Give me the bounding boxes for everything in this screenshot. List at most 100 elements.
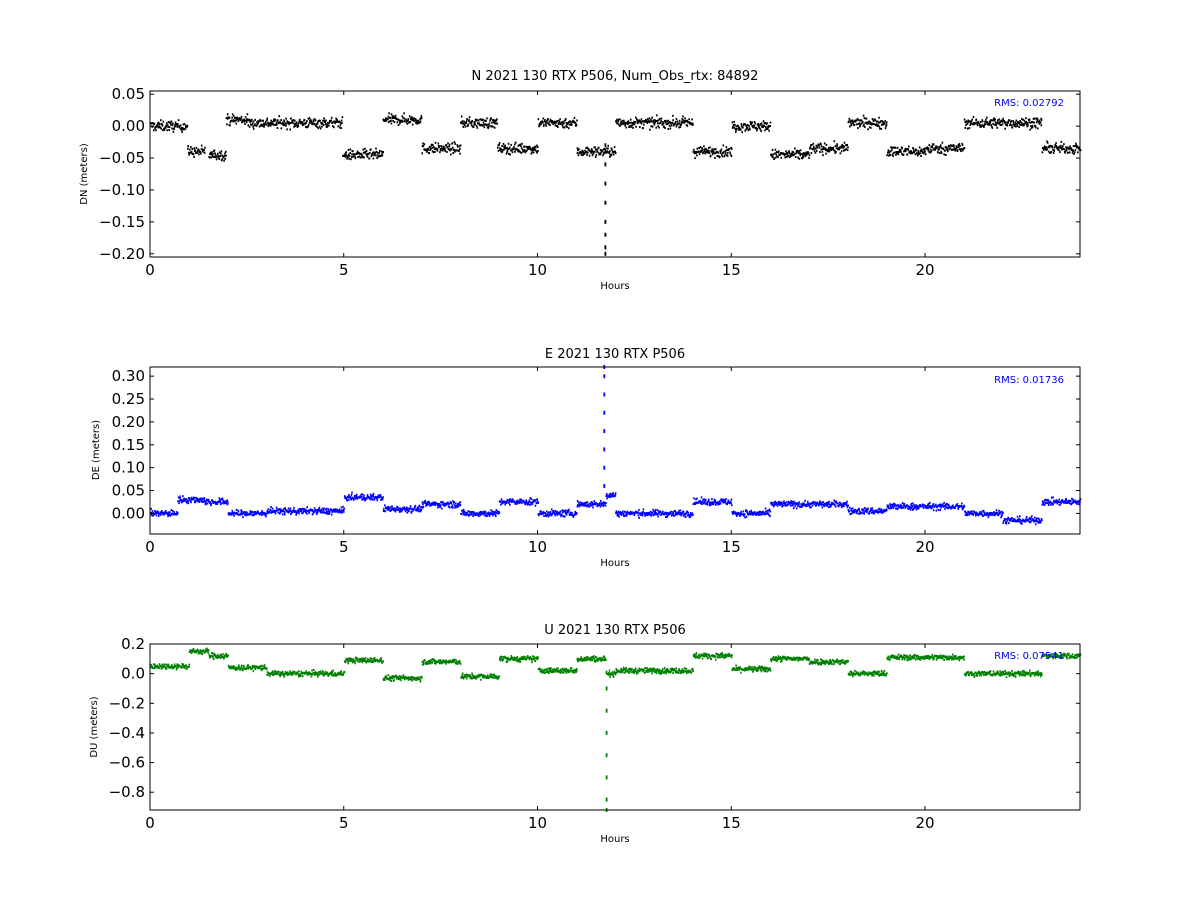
data-point	[292, 122, 294, 124]
data-point	[280, 122, 282, 124]
data-point	[209, 156, 211, 158]
data-point	[248, 119, 250, 121]
data-point	[253, 670, 255, 672]
data-point	[870, 127, 872, 129]
data-point	[425, 500, 427, 502]
data-point	[933, 144, 935, 146]
data-point	[739, 514, 741, 516]
data-point	[565, 118, 567, 120]
data-point	[647, 118, 649, 120]
data-point	[416, 123, 418, 125]
data-point	[581, 154, 583, 156]
data-point	[395, 511, 397, 513]
data-point	[933, 509, 935, 511]
data-point	[863, 115, 865, 117]
y-tick-label: 0.30	[112, 367, 145, 385]
data-point	[564, 127, 566, 129]
data-point	[849, 125, 851, 127]
data-point	[187, 148, 189, 150]
data-point	[1016, 120, 1018, 122]
data-point	[961, 503, 963, 505]
data-point	[566, 514, 568, 516]
data-point	[497, 147, 499, 149]
data-point	[957, 508, 959, 510]
data-point	[754, 123, 756, 125]
data-point	[181, 129, 183, 131]
data-point	[687, 125, 689, 127]
data-point	[220, 153, 222, 155]
data-point	[576, 124, 578, 126]
data-point	[265, 516, 267, 518]
data-point	[257, 122, 259, 124]
data-point	[766, 122, 768, 124]
data-point	[696, 154, 698, 156]
data-point	[313, 120, 315, 122]
data-point	[207, 503, 209, 505]
data-point	[319, 126, 321, 128]
data-point	[854, 124, 856, 126]
data-point	[187, 125, 189, 127]
data-point	[647, 122, 649, 124]
data-point	[713, 150, 715, 152]
data-point	[605, 143, 607, 147]
data-point	[996, 509, 998, 511]
data-point	[464, 124, 466, 126]
data-point	[667, 514, 669, 516]
data-point	[365, 153, 367, 155]
data-point	[498, 144, 500, 146]
data-point	[679, 120, 681, 122]
data-point	[227, 499, 229, 501]
data-point	[866, 118, 868, 120]
data-point	[683, 515, 685, 517]
data-point	[846, 501, 848, 503]
data-point	[298, 670, 300, 672]
data-point	[847, 505, 849, 507]
data-point	[696, 152, 698, 154]
data-point	[245, 116, 247, 118]
data-point	[811, 152, 813, 154]
data-point	[819, 147, 821, 149]
data-point	[287, 671, 289, 673]
data-point	[1075, 143, 1077, 145]
data-point	[629, 122, 631, 124]
data-point	[1028, 519, 1030, 521]
data-point	[520, 499, 522, 501]
data-point	[585, 505, 587, 507]
data-point	[822, 151, 824, 153]
data-point	[761, 122, 763, 124]
data-point	[731, 499, 733, 501]
data-point	[892, 155, 894, 157]
data-point	[685, 516, 687, 518]
data-point	[549, 124, 551, 126]
data-point	[897, 508, 899, 510]
data-point	[578, 154, 580, 156]
data-point	[213, 658, 215, 660]
data-point	[225, 151, 227, 153]
data-point	[447, 142, 449, 144]
data-point	[383, 508, 385, 510]
data-point	[221, 502, 223, 504]
data-point	[1030, 125, 1032, 127]
data-point	[350, 158, 352, 160]
data-point	[327, 513, 329, 515]
data-point	[680, 510, 682, 512]
data-point	[815, 152, 817, 154]
data-point	[618, 516, 620, 518]
data-point	[998, 510, 1000, 512]
data-point	[811, 144, 813, 146]
data-point	[751, 122, 753, 124]
data-point	[275, 119, 277, 121]
data-point	[382, 496, 384, 498]
data-point	[302, 121, 304, 123]
data-point	[1040, 122, 1042, 124]
data-point	[1064, 148, 1066, 150]
data-point	[208, 499, 210, 501]
data-point	[424, 143, 426, 145]
data-point	[411, 512, 413, 514]
data-point	[813, 146, 815, 148]
data-point	[405, 510, 407, 512]
data-point	[819, 151, 821, 153]
data-point	[220, 503, 222, 505]
data-point	[939, 505, 941, 507]
data-point	[768, 130, 770, 132]
